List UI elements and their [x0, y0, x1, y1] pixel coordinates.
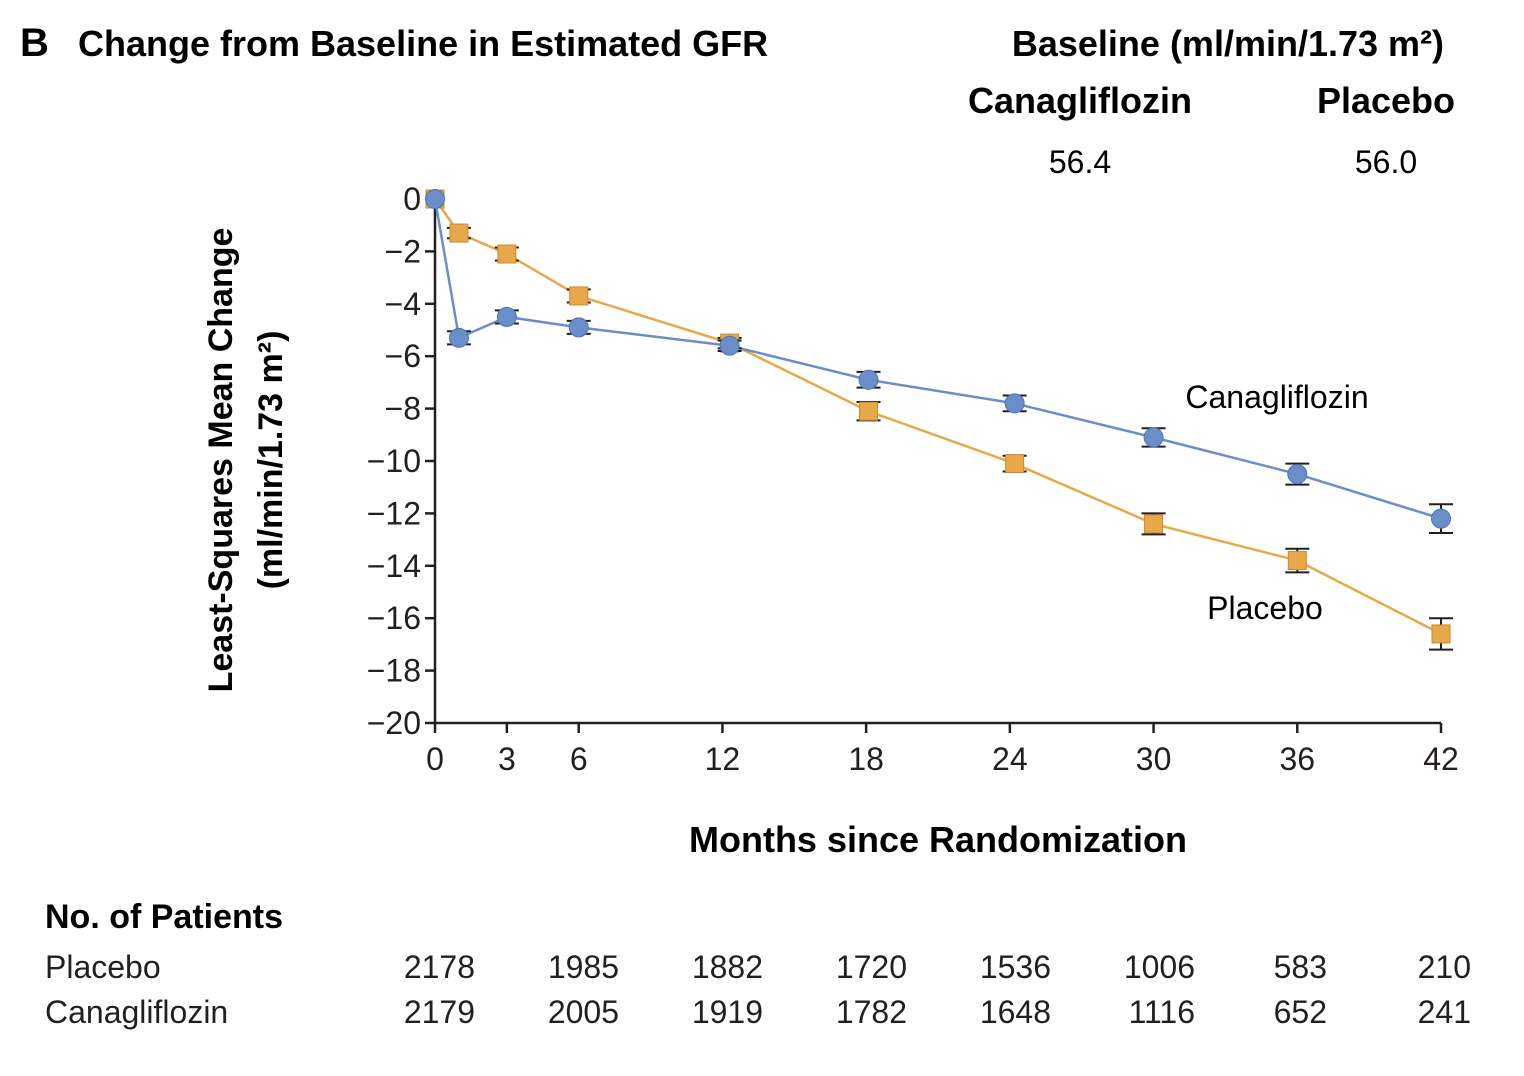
data-point-placebo	[859, 401, 879, 421]
data-point-canagliflozin	[1287, 464, 1308, 485]
data-point-placebo	[1287, 551, 1307, 571]
baseline-group-canagliflozin: Canagliflozin	[968, 80, 1192, 121]
x-tick-label: 12	[705, 741, 741, 777]
y-tick-label: −10	[367, 443, 421, 479]
series-line-placebo	[433, 198, 1442, 636]
data-point-canagliflozin	[568, 317, 589, 338]
x-tick-label: 36	[1279, 741, 1315, 777]
y-tick-label: −12	[367, 495, 421, 531]
patients-table: Placebo 2178 1985 1882 1720 1536 1006 583 210 Can…	[45, 949, 1471, 1030]
axes: 0−2−4−6−8−10−12−14−16−18−200 3 6 12 18 24 30 36…	[367, 181, 1459, 777]
x-tick-label: 42	[1423, 741, 1459, 777]
y-tick-label: −6	[385, 338, 421, 374]
patients-cell: 1116	[1129, 994, 1195, 1030]
patients-cell: 2179	[404, 994, 475, 1030]
annotation-placebo: Placebo	[1207, 590, 1323, 626]
panel-letter: B	[20, 21, 49, 65]
y-tick-label: −4	[385, 286, 421, 322]
data-point-canagliflozin	[425, 189, 445, 209]
baseline-value-canagliflozin: 56.4	[1049, 144, 1111, 180]
baseline-value-placebo: 56.0	[1355, 144, 1417, 180]
baseline-heading: Baseline (ml/min/1.73 m²)	[1012, 23, 1444, 64]
patients-cell: 2178	[404, 949, 475, 985]
x-tick-label: 18	[848, 741, 884, 777]
patients-cell: 1006	[1124, 949, 1195, 985]
data-point-canagliflozin	[1143, 427, 1164, 448]
y-axis-label-line1: Least-Squares Mean Change	[202, 228, 240, 693]
patients-row-label: Placebo	[45, 949, 161, 985]
x-axis-label: Months since Randomization	[689, 819, 1187, 860]
patients-cell: 2005	[548, 994, 619, 1030]
y-tick-label: −16	[367, 600, 421, 636]
y-tick-label: −14	[367, 548, 421, 584]
data-point-placebo	[449, 223, 469, 243]
data-point-placebo	[1431, 624, 1451, 644]
data-point-canagliflozin	[448, 327, 469, 348]
x-tick-label: 3	[498, 741, 516, 777]
patients-cell: 241	[1418, 994, 1471, 1030]
patients-row-label: Canagliflozin	[45, 994, 228, 1030]
data-point-placebo	[1005, 454, 1025, 474]
patients-cell: 1536	[980, 949, 1051, 985]
y-tick-label: −2	[385, 233, 421, 269]
patients-cell: 210	[1418, 949, 1471, 985]
x-tick-label: 0	[426, 741, 444, 777]
patients-cell: 652	[1274, 994, 1327, 1030]
data-point-placebo	[569, 286, 589, 306]
patients-cell: 583	[1274, 949, 1327, 985]
data-point-canagliflozin	[1004, 393, 1025, 414]
patients-cell: 1720	[836, 949, 907, 985]
patients-cell: 1985	[548, 949, 619, 985]
y-tick-label: 0	[403, 181, 421, 217]
patients-table-title: No. of Patients	[45, 898, 283, 936]
data-point-canagliflozin	[1431, 508, 1451, 529]
data-point-placebo	[497, 244, 517, 264]
x-tick-label: 24	[992, 741, 1028, 777]
y-axis-label-line2: (ml/min/1.73 m²)	[252, 331, 290, 590]
patients-cell: 1882	[692, 949, 763, 985]
baseline-group-placebo: Placebo	[1317, 80, 1455, 121]
data-point-canagliflozin	[719, 335, 740, 356]
data-point-placebo	[1144, 514, 1164, 534]
series-line-canagliflozin	[433, 198, 1442, 520]
y-tick-label: −20	[367, 705, 421, 741]
patients-cell: 1919	[692, 994, 763, 1030]
patients-cell: 1782	[836, 994, 907, 1030]
patients-cell: 1648	[980, 994, 1051, 1030]
x-tick-label: 6	[570, 741, 588, 777]
y-tick-label: −8	[385, 391, 421, 427]
chart-title: Change from Baseline in Estimated GFR	[78, 23, 768, 64]
x-tick-label: 30	[1136, 741, 1172, 777]
series-layer	[425, 189, 1453, 651]
data-point-canagliflozin	[496, 306, 517, 327]
data-point-canagliflozin	[858, 369, 879, 390]
annotation-canagliflozin: Canagliflozin	[1185, 379, 1368, 415]
y-tick-label: −18	[367, 653, 421, 689]
